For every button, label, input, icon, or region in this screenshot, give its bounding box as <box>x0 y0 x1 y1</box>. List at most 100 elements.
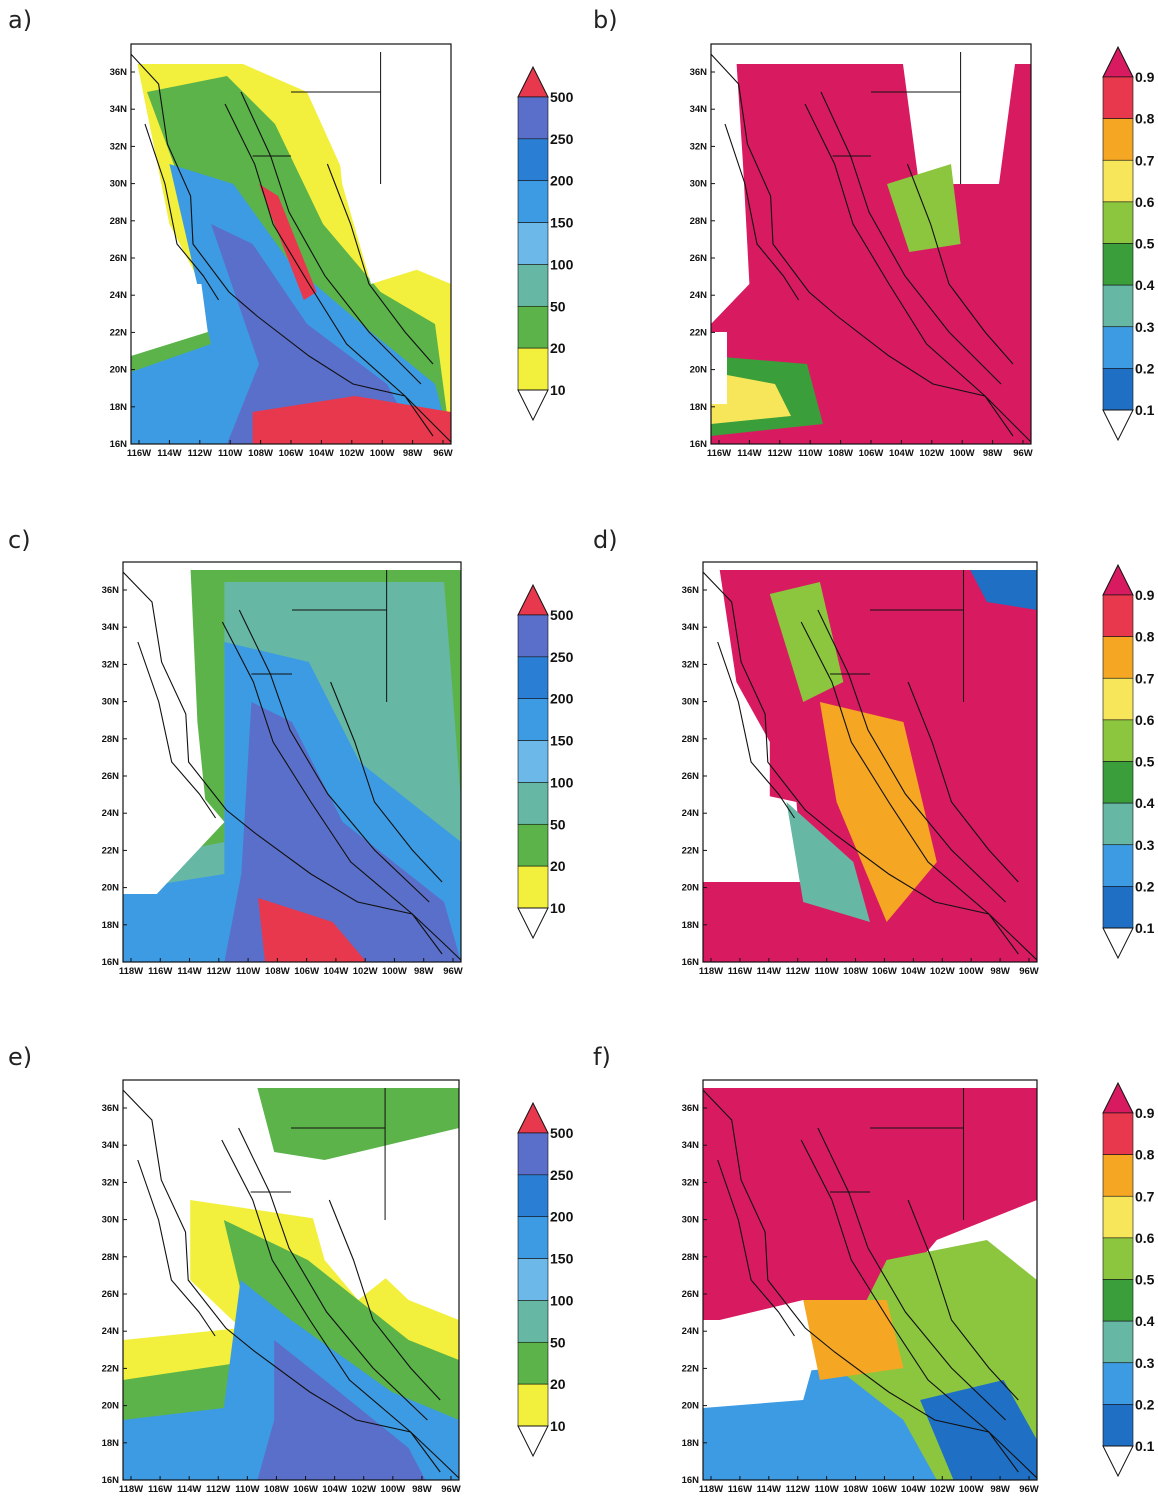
lon-tick-label: 98W <box>403 448 423 459</box>
lat-tick-label: 32N <box>682 1177 700 1188</box>
colorbar-label: 10 <box>550 900 566 916</box>
lat-tick-label: 22N <box>682 1363 700 1374</box>
colorbar-label: 250 <box>550 1167 574 1183</box>
colorbar-top-arrow <box>517 583 549 616</box>
lat-tick-label: 36N <box>682 1103 700 1114</box>
colorbar-label: 150 <box>550 215 574 231</box>
lon-tick-label: 112W <box>786 966 810 977</box>
lon-tick-label: 108W <box>248 448 273 459</box>
lat-tick-label: 36N <box>690 67 708 78</box>
lon-tick-label: 102W <box>353 966 378 977</box>
lon-tick-label: 110W <box>814 1484 838 1495</box>
colorbar-segment <box>1102 118 1134 161</box>
lon-tick-label: 108W <box>828 448 853 459</box>
lon-tick-label: 96W <box>1013 448 1033 459</box>
lon-tick-label: 104W <box>901 1484 926 1495</box>
colorbar-bottom-arrow <box>1102 927 1134 960</box>
lat-tick-label: 24N <box>682 808 700 819</box>
colorbar-segment <box>517 96 549 140</box>
lat-tick-label: 18N <box>682 920 700 931</box>
colorbar-bottom-arrow <box>1102 409 1134 442</box>
colorbar: 0.9 0.8 0.7 0.6 0.5 0.4 0.3 0.2 0.1 <box>1102 563 1155 960</box>
terrain-contour <box>328 1199 441 1401</box>
color-shading <box>769 582 844 702</box>
colorbar-segment <box>517 865 549 909</box>
colorbar-segment <box>517 823 549 867</box>
colorbar-label: 100 <box>550 256 574 272</box>
terrain-contour <box>820 91 1002 385</box>
lat-tick-label: 16N <box>690 439 708 450</box>
colorbar-segment <box>1102 1237 1134 1280</box>
lon-tick-label: 106W <box>293 1484 318 1495</box>
lat-tick-label: 16N <box>110 439 128 450</box>
lon-tick-label: 102W <box>351 1484 376 1495</box>
lon-tick-label: 102W <box>339 448 364 459</box>
colorbar-label: 0.6 <box>1135 1230 1155 1246</box>
terrain-contour <box>137 1159 216 1337</box>
map-frame <box>122 1079 460 1481</box>
map-frame <box>122 561 462 963</box>
lon-tick-label: 106W <box>872 1484 897 1495</box>
lon-tick-label: 98W <box>414 966 434 977</box>
color-shading <box>131 284 208 356</box>
colorbar-label: 0.2 <box>1135 360 1155 376</box>
color-shading <box>903 64 1015 184</box>
terrain-contour <box>221 621 443 955</box>
colorbar-top-arrow <box>1102 1081 1134 1114</box>
colorbar-segment <box>1102 761 1134 804</box>
lon-tick-label: 100W <box>380 1484 405 1495</box>
lon-tick-label: 110W <box>798 448 822 459</box>
lat-tick-label: 32N <box>102 659 120 670</box>
terrain-contour <box>144 123 220 301</box>
color-shading <box>711 332 727 404</box>
lat-tick-label: 36N <box>102 585 120 596</box>
lat-tick-label: 18N <box>110 402 128 413</box>
terrain-contour <box>238 609 430 903</box>
lat-tick-label: 24N <box>110 290 128 301</box>
colorbar-segment <box>517 222 549 265</box>
color-shading <box>803 1300 904 1380</box>
lat-tick-label: 32N <box>102 1177 120 1188</box>
coastline <box>703 571 1037 961</box>
colorbar-segment <box>517 1383 549 1427</box>
colorbar-label: 0.5 <box>1135 1272 1155 1288</box>
colorbar-top-arrow <box>1102 563 1134 596</box>
colorbar-label: 0.5 <box>1135 236 1155 252</box>
lon-tick-label: 118W <box>119 1484 143 1495</box>
colorbar-segment <box>517 1174 549 1218</box>
colorbar-label: 0.2 <box>1135 878 1155 894</box>
lat-tick-label: 18N <box>102 1438 120 1449</box>
terrain-contour <box>804 103 1014 437</box>
colorbar-label: 500 <box>550 89 574 105</box>
panel-label: a) <box>8 6 32 34</box>
colorbar-bottom-arrow <box>517 389 549 422</box>
lon-tick-label: 114W <box>177 1484 201 1495</box>
terrain-contour <box>224 103 434 437</box>
terrain-contour <box>907 681 1019 883</box>
map-area <box>703 562 1037 962</box>
colorbar-segment <box>1102 719 1134 762</box>
colorbar-label: 500 <box>550 1125 574 1141</box>
lat-tick-label: 24N <box>102 1326 120 1337</box>
colorbar-label: 0.3 <box>1135 1355 1155 1371</box>
lon-tick-label: 96W <box>443 966 463 977</box>
lon-tick-label: 102W <box>919 448 944 459</box>
lon-tick-label: 106W <box>294 966 319 977</box>
terrain-contour <box>717 641 795 819</box>
colorbar-label: 20 <box>550 1376 566 1392</box>
color-shading <box>703 1088 1037 1320</box>
lat-tick-label: 32N <box>690 141 708 152</box>
lat-tick-label: 18N <box>682 1438 700 1449</box>
colorbar-top-arrow <box>517 65 549 98</box>
colorbar-segment <box>517 138 549 182</box>
colorbar-segment <box>517 1216 549 1259</box>
lon-tick-label: 116W <box>728 966 752 977</box>
lat-tick-label: 26N <box>102 771 120 782</box>
lon-tick-label: 98W <box>983 448 1003 459</box>
lat-tick-label: 28N <box>102 734 120 745</box>
colorbar-label: 150 <box>550 733 574 749</box>
